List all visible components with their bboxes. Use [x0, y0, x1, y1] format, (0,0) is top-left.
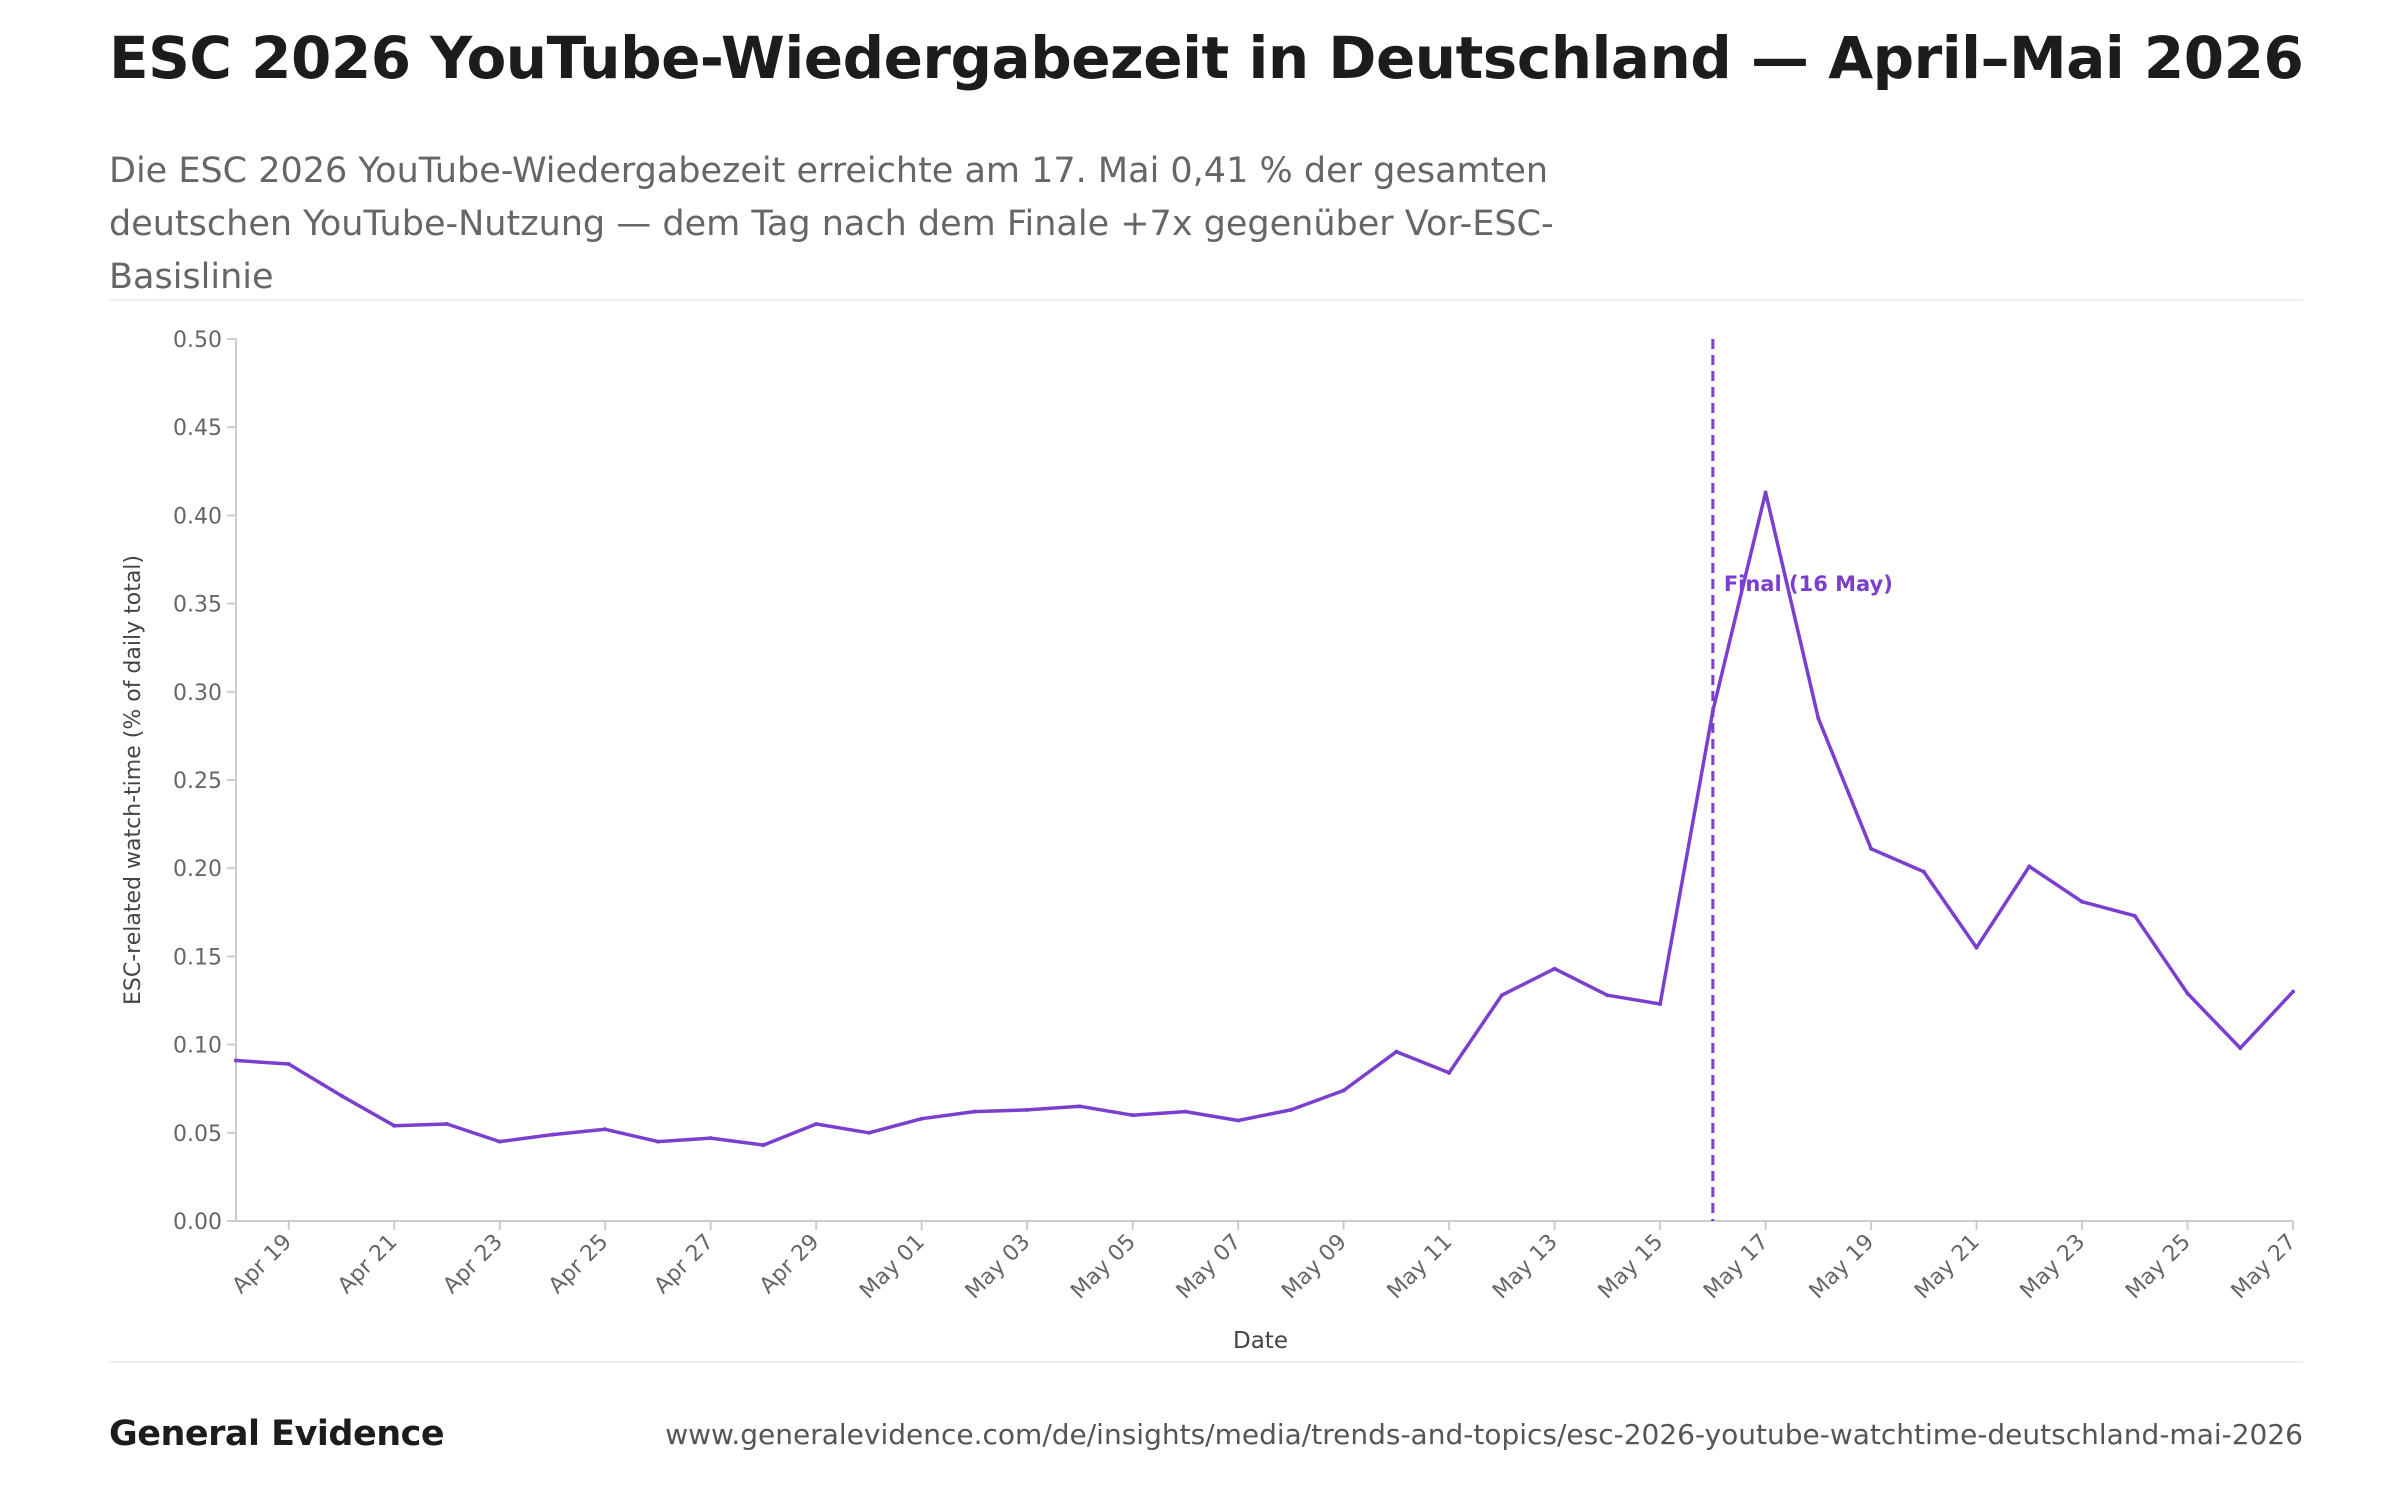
- data-point: [1288, 1107, 1293, 1112]
- data-point: [2080, 899, 2085, 904]
- x-tick-label: May 09: [1277, 1230, 1352, 1305]
- data-point: [286, 1062, 291, 1067]
- data-point: [2238, 1046, 2243, 1051]
- x-tick-label: May 27: [2227, 1230, 2302, 1305]
- x-tick-label: May 17: [1699, 1230, 1774, 1305]
- x-tick-label: Apr 23: [439, 1230, 508, 1299]
- data-point: [919, 1116, 924, 1121]
- data-point: [1499, 993, 1504, 998]
- y-tick-label: 0.00: [173, 1210, 222, 1235]
- data-point: [1974, 945, 1979, 950]
- y-tick-label: 0.45: [173, 416, 222, 441]
- data-point: [1816, 716, 1821, 721]
- chart-title: ESC 2026 YouTube-Wiedergabezeit in Deuts…: [109, 24, 2304, 92]
- data-point: [761, 1143, 766, 1148]
- data-point: [708, 1136, 713, 1141]
- data-point: [972, 1109, 977, 1114]
- data-point: [234, 1058, 238, 1063]
- data-point: [814, 1121, 819, 1126]
- x-tick-label: May 03: [961, 1230, 1036, 1305]
- data-point: [1077, 1104, 1082, 1109]
- source-url[interactable]: www.generalevidence.com/de/insights/medi…: [665, 1418, 2303, 1451]
- x-tick-label: May 15: [1594, 1230, 1669, 1305]
- data-point: [444, 1121, 449, 1126]
- y-axis-label: ESC-related watch-time (% of daily total…: [121, 555, 146, 1005]
- x-tick-label: May 07: [1172, 1230, 1247, 1305]
- data-point: [2291, 989, 2295, 994]
- x-tick-label: May 01: [855, 1230, 930, 1305]
- y-tick-label: 0.40: [173, 504, 222, 529]
- data-point: [1183, 1109, 1188, 1114]
- bottom-divider: [109, 1361, 2303, 1363]
- y-tick-label: 0.35: [173, 593, 222, 618]
- annotations: Final (16 May): [1711, 339, 1893, 1221]
- x-tick-label: May 23: [2016, 1230, 2091, 1305]
- x-tick-label: May 13: [1488, 1230, 1563, 1305]
- x-tick-label: Apr 21: [333, 1230, 402, 1299]
- data-point: [497, 1139, 502, 1144]
- y-tick-label: 0.30: [173, 681, 222, 706]
- y-tick-label: 0.20: [173, 857, 222, 882]
- data-point: [1341, 1088, 1346, 1093]
- data-point: [550, 1132, 555, 1137]
- final-marker-label: Final (16 May): [1724, 572, 1893, 596]
- y-axis-ticks: 0.00 0.05 0.10 0.15 0.20 0.25 0.30 0.35 0.40 0.45…: [173, 328, 236, 1235]
- data-point: [603, 1127, 608, 1132]
- data-point: [1605, 993, 1610, 998]
- data-point: [1869, 846, 1874, 851]
- data-point: [1447, 1070, 1452, 1075]
- data-point: [339, 1093, 344, 1098]
- top-divider: [109, 299, 2303, 301]
- x-tick-label: May 05: [1066, 1230, 1141, 1305]
- y-tick-label: 0.50: [173, 328, 222, 353]
- data-point: [392, 1123, 397, 1128]
- x-tick-label: May 21: [1910, 1230, 1985, 1305]
- series-line: [234, 490, 2295, 1147]
- x-axis-label: Date: [1233, 1328, 1288, 1354]
- chart-subtitle: Die ESC 2026 YouTube-Wiedergabezeit erre…: [109, 151, 1554, 297]
- x-tick-label: Apr 29: [755, 1230, 824, 1299]
- data-point: [1394, 1049, 1399, 1054]
- x-tick-label: Apr 25: [544, 1230, 613, 1299]
- data-point: [2027, 864, 2032, 869]
- data-point: [1025, 1107, 1030, 1112]
- y-tick-label: 0.15: [173, 945, 222, 970]
- y-tick-label: 0.25: [173, 769, 222, 794]
- data-point: [1658, 1002, 1663, 1007]
- x-tick-label: Apr 27: [650, 1230, 719, 1299]
- data-point: [1130, 1113, 1135, 1118]
- x-tick-label: Apr 19: [228, 1230, 297, 1299]
- data-point: [1763, 490, 1768, 495]
- y-tick-label: 0.10: [173, 1034, 222, 1059]
- data-point: [2185, 991, 2190, 996]
- data-point: [1921, 869, 1926, 874]
- x-tick-label: May 11: [1383, 1230, 1458, 1305]
- y-tick-label: 0.05: [173, 1122, 222, 1147]
- x-tick-label: May 25: [2121, 1230, 2196, 1305]
- data-point: [1552, 966, 1557, 971]
- x-axis-ticks: Apr 19 Apr 21 Apr 23 Apr 25 Apr 27 Apr 29 May …: [228, 1221, 2302, 1305]
- data-point: [1710, 709, 1715, 714]
- brand-name: General Evidence: [109, 1414, 445, 1454]
- data-point: [1236, 1118, 1241, 1123]
- data-point: [866, 1130, 871, 1135]
- data-point: [655, 1139, 660, 1144]
- series-group: [234, 490, 2295, 1148]
- data-point: [2132, 913, 2137, 918]
- x-tick-label: May 19: [1805, 1230, 1880, 1305]
